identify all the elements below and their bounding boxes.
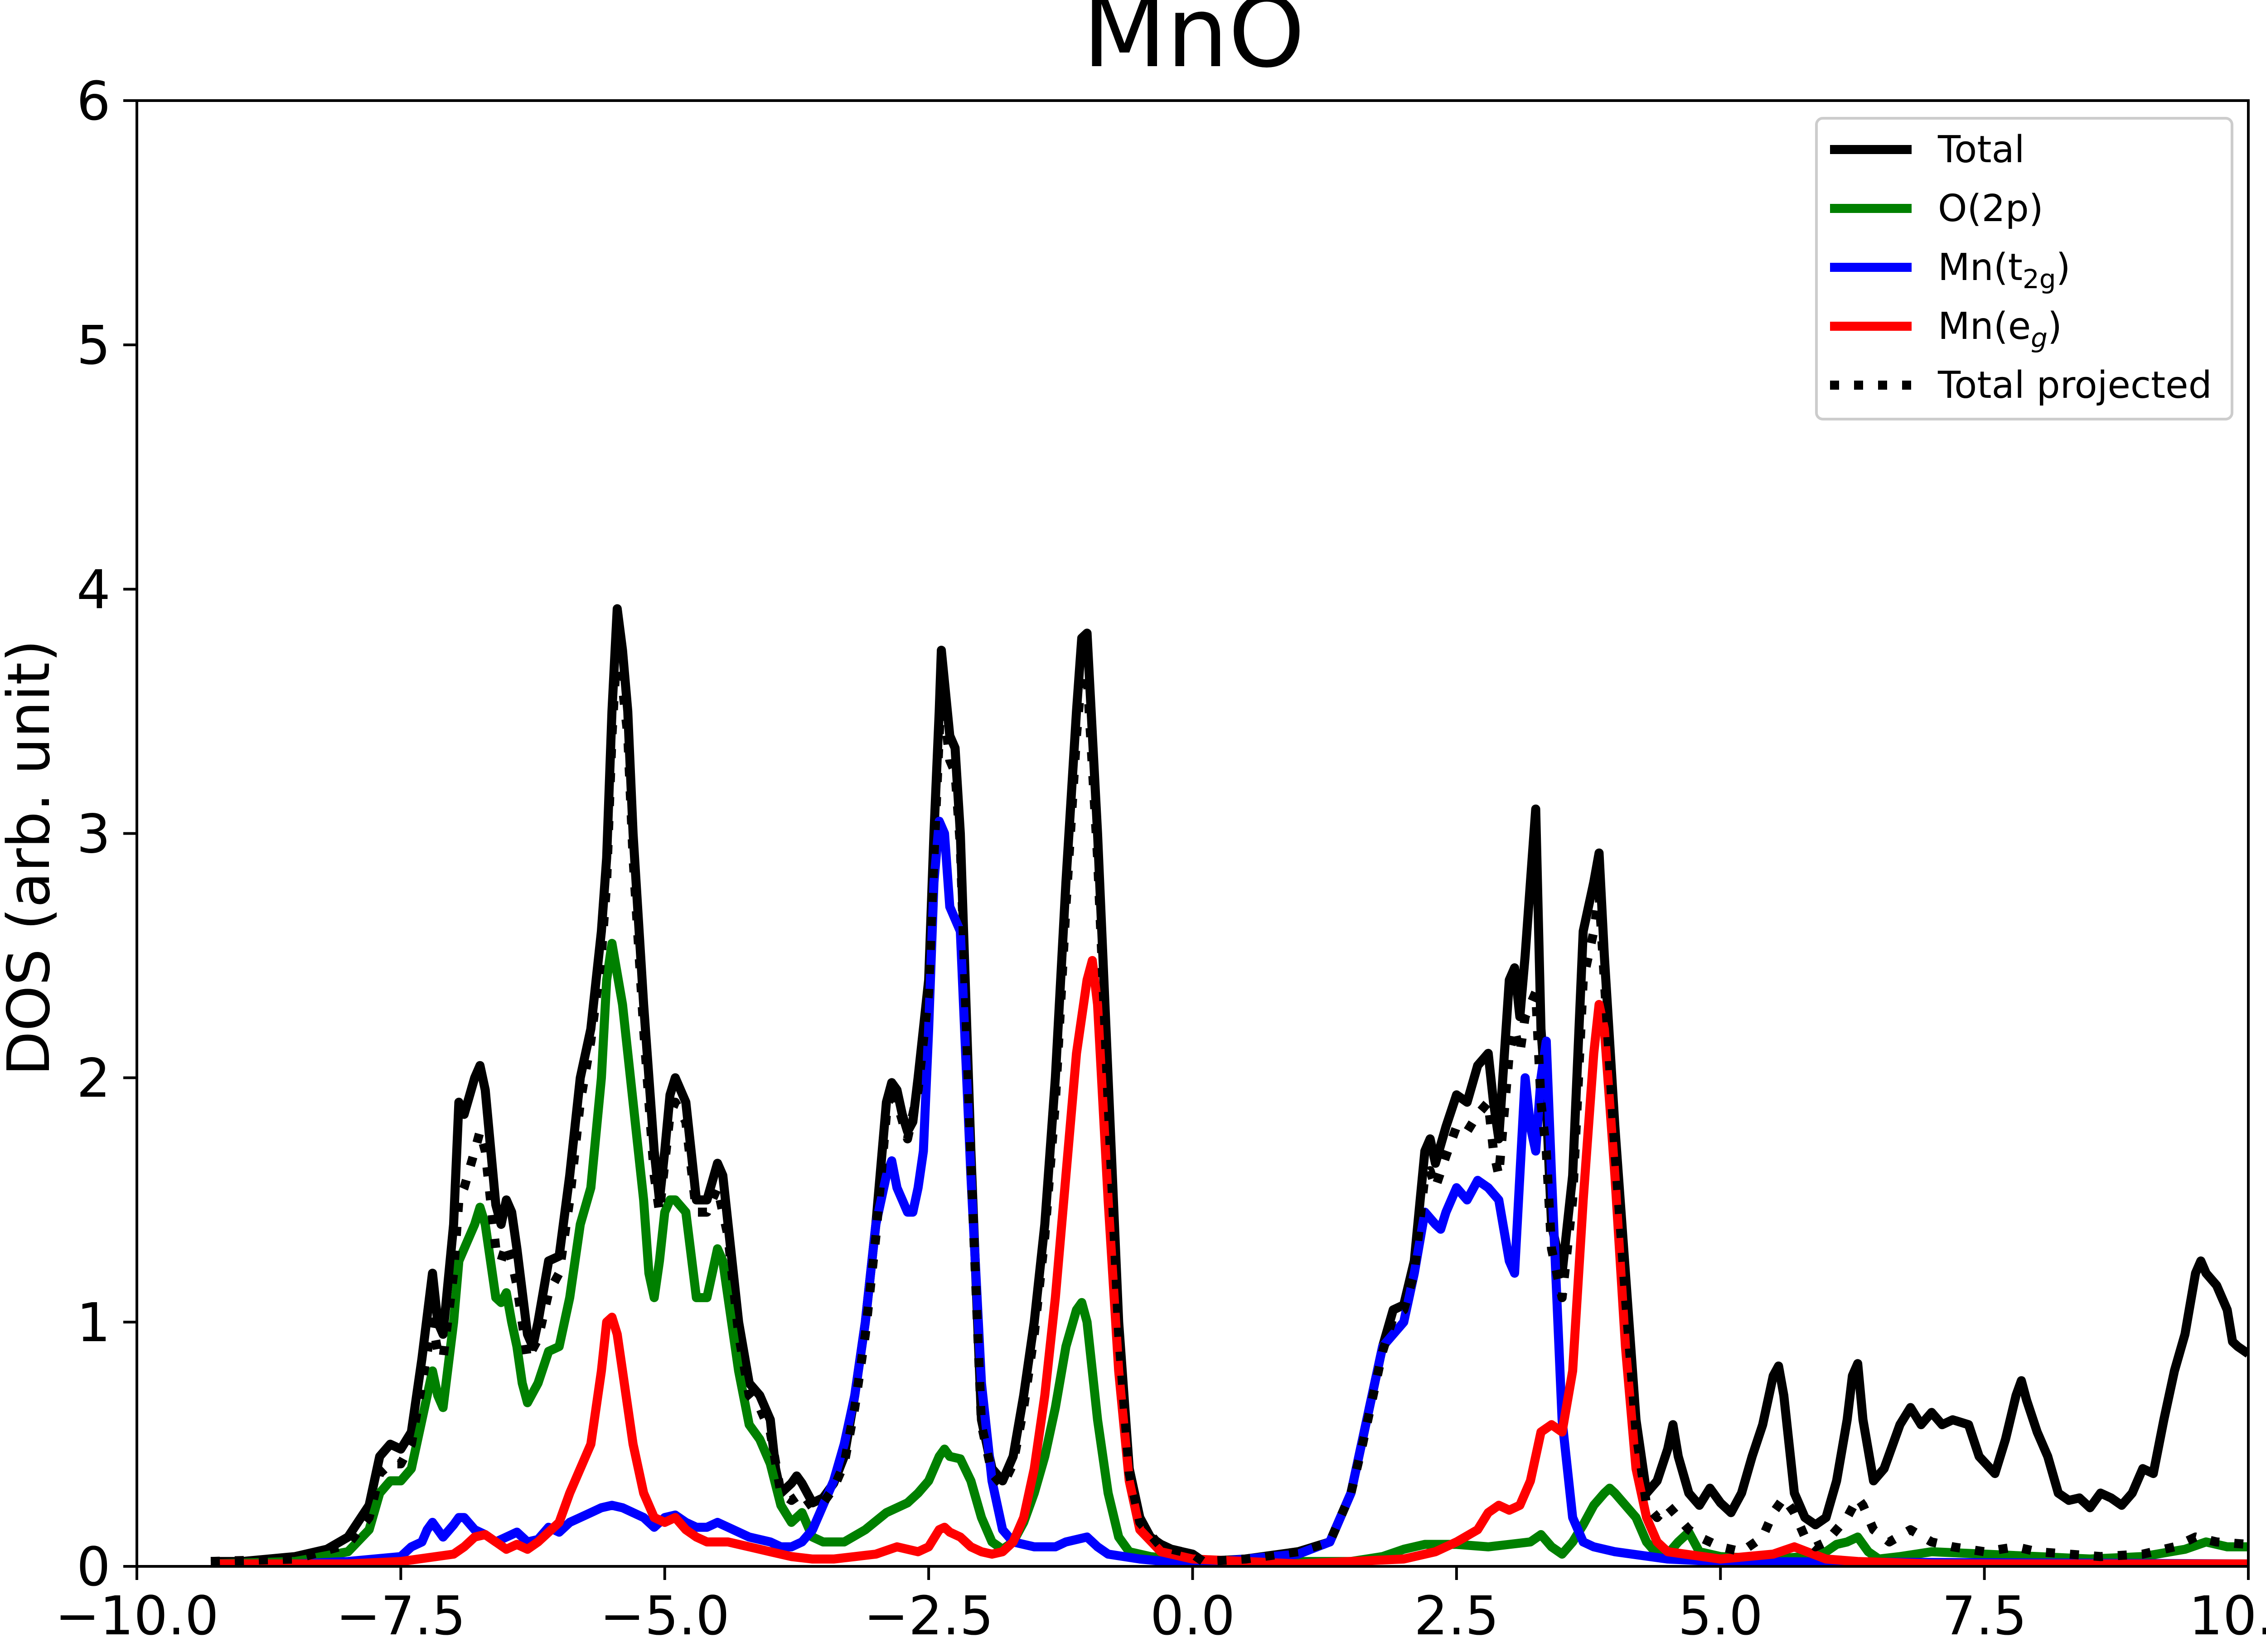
y-tick-label: 4 [77, 558, 111, 621]
legend-label-o2p: O(2p) [1938, 187, 2043, 230]
series-line-eg [211, 956, 2248, 1566]
x-tick-label: 0.0 [1150, 1584, 1235, 1647]
y-tick-label: 1 [77, 1291, 111, 1354]
series-line-total-projected [210, 638, 2248, 1566]
y-tick-label: 6 [77, 70, 111, 132]
y-tick-label: 2 [77, 1047, 111, 1110]
x-tick-label: −7.5 [336, 1584, 466, 1647]
legend: Total O(2p) Mn(t2g) Mn(eg) Total projected [1815, 117, 2233, 420]
legend-label-total-projected: Total projected [1937, 364, 2212, 407]
x-tick-label: 7.5 [1942, 1584, 2027, 1647]
legend-label-t2g: Mn(t2g) [1938, 246, 2071, 295]
y-axis-label: DOS (arb. unit) [0, 640, 63, 1076]
chart-title: MnO [1083, 0, 1305, 89]
series-group [210, 604, 2248, 1566]
plot-area: −10.0 −7.5 −5.0 −2.5 0.0 2.5 5.0 7.5 10.0 0 1 2 3 4 5 6 [55, 70, 2266, 1647]
y-tick-label: 5 [77, 314, 111, 377]
x-tick-label: −2.5 [864, 1584, 994, 1647]
x-tick-label: −5.0 [600, 1584, 730, 1647]
x-tick-label: −10.0 [55, 1584, 219, 1647]
x-tick-label: 5.0 [1678, 1584, 1763, 1647]
y-tick-label: 3 [77, 803, 111, 865]
x-tick-label: 10.0 [2189, 1584, 2266, 1647]
legend-box [1815, 117, 2233, 420]
x-tick-label: 2.5 [1414, 1584, 1499, 1647]
y-tick-label: 0 [77, 1536, 111, 1598]
legend-label-eg: Mn(eg) [1938, 305, 2062, 353]
legend-label-total: Total [1937, 128, 2025, 171]
